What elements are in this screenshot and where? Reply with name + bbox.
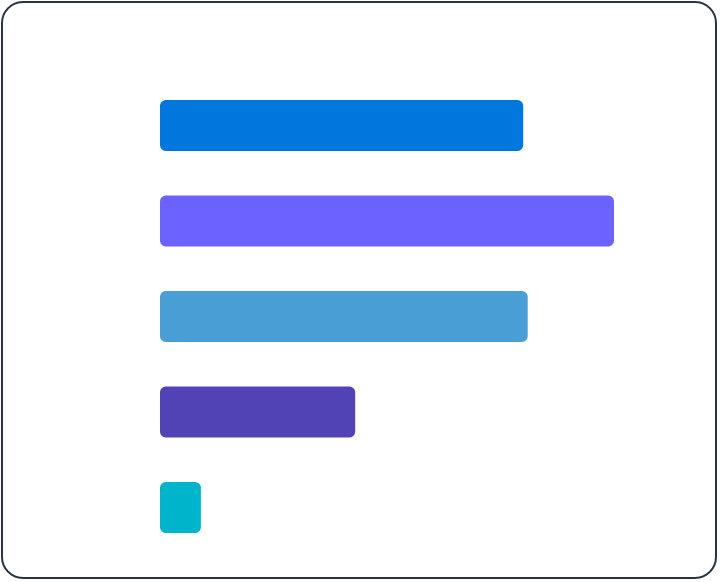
bar-5 [160,482,201,533]
bar-3 [160,291,528,342]
bar-1 [160,100,524,151]
bar-4 [160,386,356,438]
bars-group [160,100,614,533]
bar-2 [160,195,614,247]
